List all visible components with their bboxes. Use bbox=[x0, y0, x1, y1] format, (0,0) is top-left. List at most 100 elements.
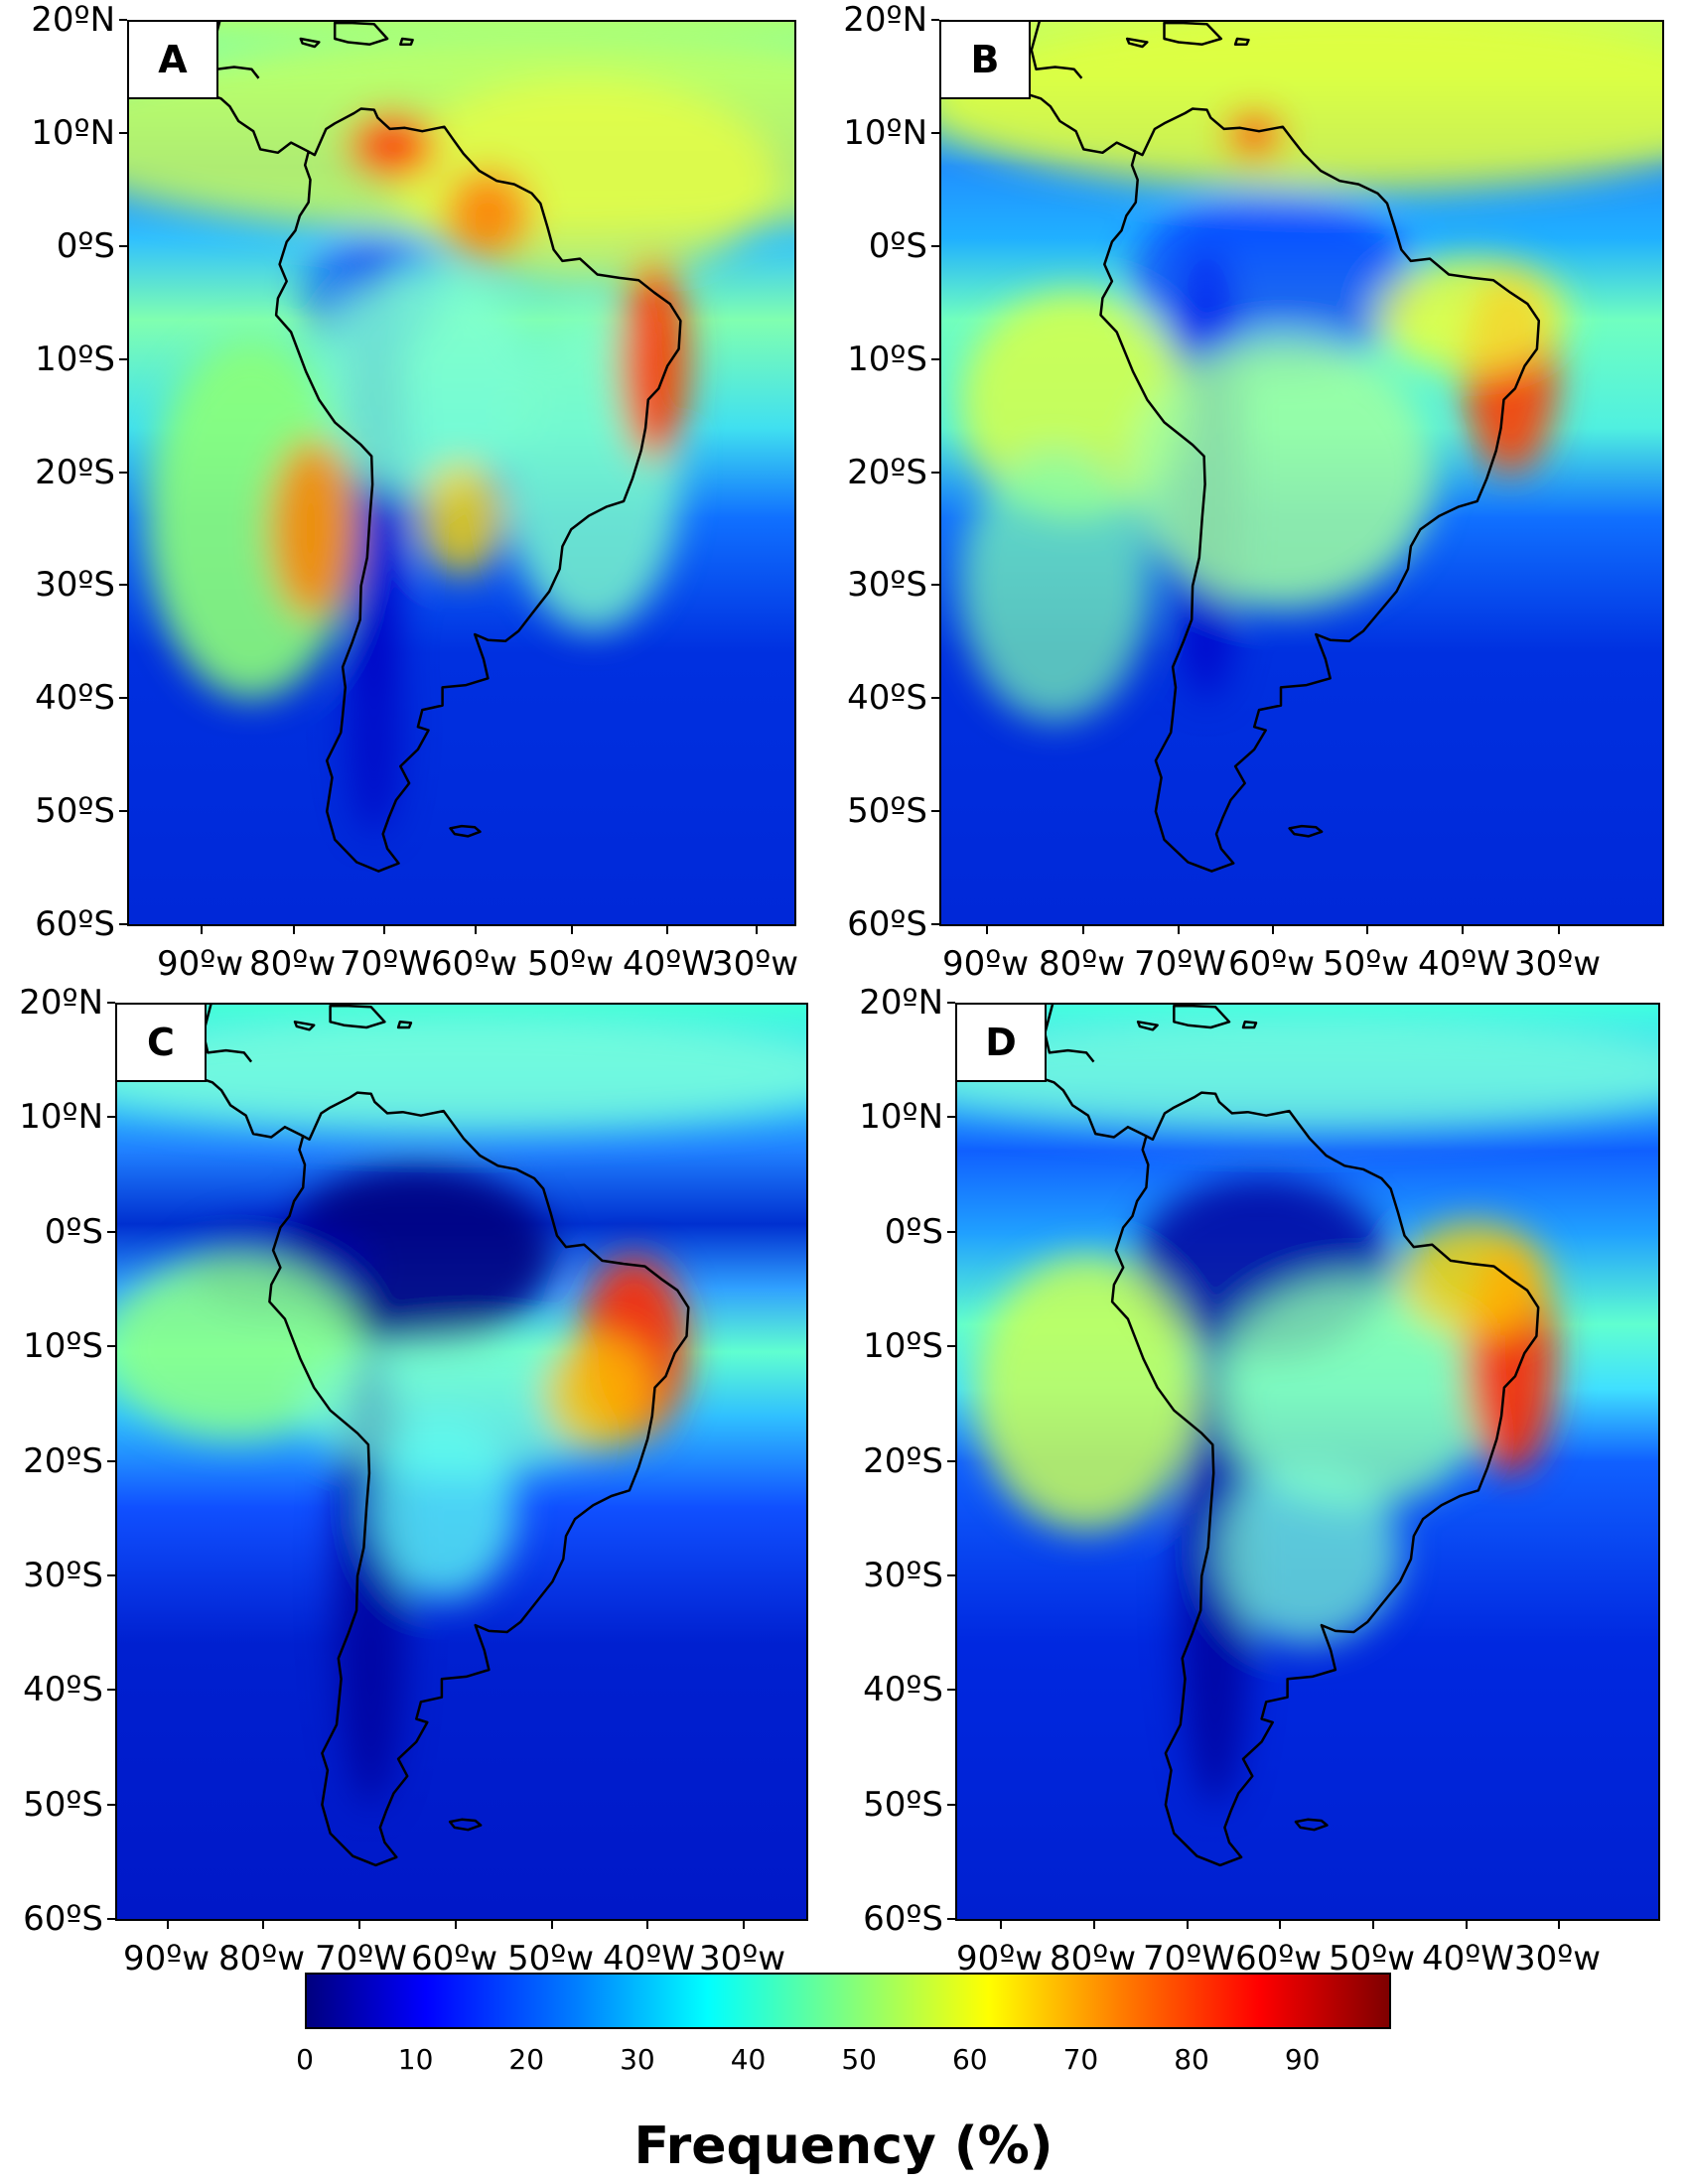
latitude-label: 50ºS bbox=[23, 1784, 103, 1825]
latitude-label: 0ºS bbox=[44, 1211, 103, 1252]
latitude-label: 20ºN bbox=[859, 983, 943, 1023]
caribbean-island bbox=[1241, 1021, 1258, 1029]
latitude-tick bbox=[119, 131, 127, 134]
longitude-tick bbox=[1466, 1921, 1468, 1929]
caribbean-island bbox=[329, 1005, 386, 1029]
south-america-coastline bbox=[1099, 107, 1541, 873]
longitude-label: 90ºw bbox=[123, 1939, 211, 1979]
longitude-label: 70ºW bbox=[315, 1939, 407, 1979]
map-area: B bbox=[939, 20, 1664, 926]
longitude-label: 40ºW bbox=[623, 944, 715, 984]
latitude-label: 20ºS bbox=[847, 452, 927, 492]
longitude-label: 30ºw bbox=[712, 944, 799, 984]
latitude-tick bbox=[931, 19, 939, 21]
latitude-tick bbox=[931, 697, 939, 700]
latitude-label: 60ºS bbox=[847, 904, 927, 944]
longitude-tick bbox=[986, 926, 988, 934]
colorbar-tick-label: 60 bbox=[951, 2043, 988, 2076]
longitude-label: 90ºw bbox=[157, 944, 244, 984]
latitude-tick bbox=[107, 1459, 115, 1462]
latitude-tick bbox=[947, 1116, 955, 1119]
longitude-label: 60ºw bbox=[1235, 1939, 1323, 1979]
field-blob bbox=[1399, 1221, 1548, 1336]
longitude-tick bbox=[1178, 926, 1180, 934]
longitude-label: 60ºw bbox=[411, 1939, 498, 1979]
longitude-label: 50ºw bbox=[527, 944, 615, 984]
longitude-label: 60ºw bbox=[1228, 944, 1316, 984]
longitude-tick bbox=[1366, 926, 1368, 934]
latitude-label: 40ºS bbox=[23, 1670, 103, 1710]
colorbar-tick-label: 80 bbox=[1174, 2043, 1209, 2076]
caribbean-island bbox=[1125, 37, 1149, 49]
field-blob bbox=[269, 439, 357, 620]
latitude-label: 60ºS bbox=[23, 1899, 103, 1939]
longitude-label: 50ºw bbox=[507, 1939, 595, 1979]
field-blob bbox=[417, 462, 506, 575]
longitude-tick bbox=[1272, 926, 1274, 934]
central-america-coastline bbox=[1044, 1005, 1095, 1063]
latitude-label: 20ºS bbox=[23, 1440, 103, 1481]
field-blob bbox=[117, 1256, 362, 1439]
field-blob bbox=[280, 1164, 553, 1348]
falkland-islands bbox=[1294, 1818, 1329, 1832]
caribbean-island bbox=[1136, 1021, 1159, 1031]
longitude-tick bbox=[1558, 926, 1560, 934]
longitude-tick bbox=[551, 1921, 553, 1929]
longitude-tick bbox=[1187, 1921, 1189, 1929]
latitude-label: 20ºN bbox=[19, 983, 103, 1023]
field-blob bbox=[1215, 1461, 1400, 1645]
colorbar bbox=[305, 1973, 1391, 2029]
latitude-tick bbox=[107, 1689, 115, 1692]
latitude-label: 30ºS bbox=[23, 1555, 103, 1595]
latitude-label: 10ºS bbox=[23, 1326, 103, 1367]
latitude-label: 10ºN bbox=[19, 1097, 103, 1138]
latitude-label: 10ºS bbox=[35, 339, 115, 379]
field-blob bbox=[1178, 1347, 1253, 1805]
field-blob bbox=[975, 1256, 1197, 1531]
colorbar-tick-label: 10 bbox=[397, 2043, 434, 2076]
latitude-tick bbox=[107, 1345, 115, 1348]
south-america-coastline bbox=[1110, 1091, 1540, 1867]
longitude-tick bbox=[1462, 926, 1464, 934]
field-blob bbox=[444, 168, 532, 259]
longitude-label: 40ºW bbox=[1418, 944, 1510, 984]
field-blob bbox=[391, 77, 777, 282]
frequency-field bbox=[957, 1005, 1658, 1919]
panel-label: D bbox=[957, 1005, 1047, 1082]
latitude-tick bbox=[119, 471, 127, 474]
latitude-tick bbox=[947, 1803, 955, 1806]
latitude-tick bbox=[119, 810, 127, 813]
field-blob bbox=[941, 22, 1662, 192]
map-area: D bbox=[955, 1003, 1660, 1921]
longitude-tick bbox=[167, 1921, 169, 1929]
latitude-label: 10ºS bbox=[847, 339, 927, 379]
latitude-tick bbox=[107, 1230, 115, 1233]
longitude-tick bbox=[262, 1921, 264, 1929]
panel-label: A bbox=[129, 22, 218, 99]
latitude-label: 10ºN bbox=[843, 112, 927, 153]
latitude-label: 50ºS bbox=[863, 1784, 943, 1825]
colorbar-tick-label: 90 bbox=[1284, 2043, 1321, 2076]
longitude-label: 80ºw bbox=[1050, 1939, 1137, 1979]
field-blob bbox=[321, 269, 532, 496]
longitude-label: 80ºw bbox=[1039, 944, 1126, 984]
south-america-coastline bbox=[268, 1091, 690, 1867]
longitude-tick bbox=[293, 926, 295, 934]
latitude-label: 50ºS bbox=[35, 791, 115, 832]
latitude-tick bbox=[947, 1345, 955, 1348]
latitude-tick bbox=[119, 697, 127, 700]
panel-label: C bbox=[117, 1005, 207, 1082]
field-blob bbox=[1225, 111, 1283, 158]
latitude-tick bbox=[107, 1116, 115, 1119]
longitude-label: 30ºw bbox=[1514, 1939, 1602, 1979]
longitude-label: 50ºw bbox=[1323, 944, 1410, 984]
longitude-tick bbox=[646, 1921, 648, 1929]
longitude-tick bbox=[756, 926, 758, 934]
field-blob bbox=[960, 450, 1151, 722]
longitude-tick bbox=[455, 1921, 457, 1929]
panel-label: B bbox=[941, 22, 1031, 99]
field-blob bbox=[348, 608, 401, 835]
latitude-label: 40ºS bbox=[863, 1670, 943, 1710]
colorbar-tick-label: 20 bbox=[508, 2043, 545, 2076]
field-blob bbox=[370, 1416, 516, 1599]
